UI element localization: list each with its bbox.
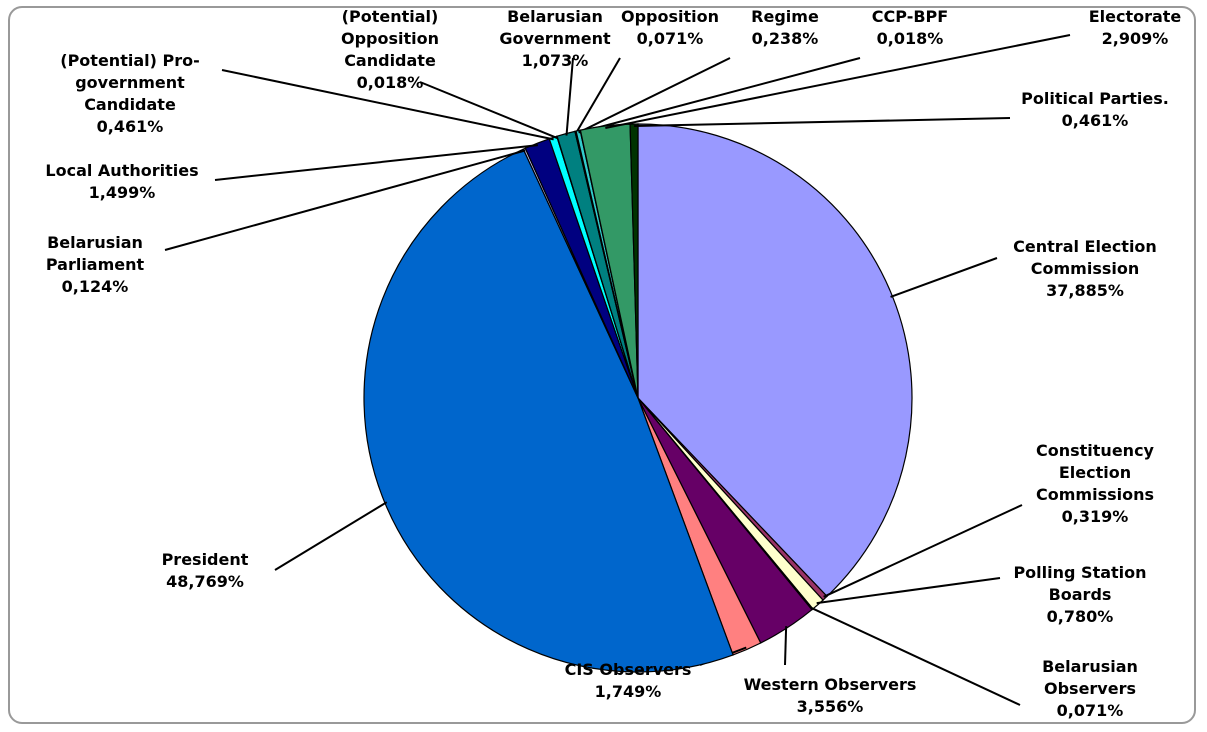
category-name: (Potential) Opposition Candidate bbox=[340, 7, 440, 70]
value-label: 1,499% bbox=[88, 183, 156, 202]
slice-label: Opposition 0,071% bbox=[610, 6, 730, 50]
category-name: Local Authorities bbox=[45, 161, 199, 180]
leader-line bbox=[890, 257, 998, 298]
value-label: 48,769% bbox=[166, 572, 244, 591]
slice-label: CCP-BPF 0,018% bbox=[855, 6, 965, 50]
value-label: 0,238% bbox=[751, 29, 819, 48]
slice-label: CIS Observers 1,749% bbox=[533, 659, 723, 703]
pie-slice bbox=[629, 123, 639, 399]
value-label: 37,885% bbox=[1046, 281, 1124, 300]
category-name: Polling Station Boards bbox=[1013, 563, 1147, 604]
slice-label: Local Authorities 1,499% bbox=[22, 160, 222, 204]
category-name: Electorate bbox=[1088, 7, 1182, 26]
slice-label: Central Election Commission 37,885% bbox=[985, 236, 1185, 302]
slice-label: Constituency Election Commissions 0,319% bbox=[1010, 440, 1180, 528]
category-name: Western Observers bbox=[743, 675, 917, 694]
leader-line bbox=[810, 606, 1021, 706]
category-name: Belarusian Observers bbox=[1042, 657, 1138, 698]
slice-label: Polling Station Boards 0,780% bbox=[995, 562, 1165, 628]
slice-label: (Potential) Pro-government Candidate 0,46… bbox=[35, 50, 225, 138]
leader-line bbox=[823, 504, 1023, 598]
value-label: 0,071% bbox=[1056, 701, 1124, 720]
leader-line bbox=[575, 57, 621, 134]
slice-label: Belarusian Observers 0,071% bbox=[1010, 656, 1170, 722]
value-label: 0,461% bbox=[96, 117, 164, 136]
category-name: (Potential) Pro-government Candidate bbox=[60, 51, 200, 114]
value-label: 3,556% bbox=[796, 697, 864, 716]
slice-label: President 48,769% bbox=[135, 549, 275, 593]
chart-frame bbox=[8, 6, 1196, 724]
slice-label: Political Parties. 0,461% bbox=[1005, 88, 1185, 132]
category-name: Regime bbox=[751, 7, 819, 26]
category-name: Political Parties. bbox=[1021, 89, 1169, 108]
slice-label: Belarusian Parliament 0,124% bbox=[20, 232, 170, 298]
slice-label: (Potential) Opposition Candidate 0,018% bbox=[315, 6, 465, 94]
category-name: President bbox=[161, 550, 249, 569]
leader-line bbox=[164, 149, 526, 251]
value-label: 1,749% bbox=[594, 682, 662, 701]
leader-line bbox=[784, 626, 788, 666]
category-name: Central Election Commission bbox=[1013, 237, 1157, 278]
leader-line bbox=[274, 501, 388, 571]
value-label: 1,073% bbox=[521, 51, 589, 70]
value-label: 0,071% bbox=[636, 29, 704, 48]
category-name: Constituency Election Commissions bbox=[1036, 441, 1154, 504]
leader-line bbox=[214, 144, 539, 181]
leader-line bbox=[565, 57, 574, 136]
leader-line bbox=[634, 117, 1011, 128]
leader-line bbox=[221, 69, 554, 141]
leader-line bbox=[580, 57, 861, 134]
category-name: Opposition bbox=[620, 7, 720, 26]
slice-label: Belarusian Government 1,073% bbox=[480, 6, 630, 72]
slice-label: Electorate 2,909% bbox=[1075, 6, 1195, 50]
slice-label: Western Observers 3,556% bbox=[715, 674, 945, 718]
leader-line bbox=[605, 34, 1071, 129]
value-label: 0,018% bbox=[876, 29, 944, 48]
value-label: 2,909% bbox=[1101, 29, 1169, 48]
category-name: CCP-BPF bbox=[871, 7, 949, 26]
value-label: 0,018% bbox=[356, 73, 424, 92]
leader-line bbox=[816, 577, 1001, 605]
value-label: 0,124% bbox=[61, 277, 129, 296]
value-label: 0,780% bbox=[1046, 607, 1114, 626]
value-label: 0,461% bbox=[1061, 111, 1129, 130]
leader-line bbox=[578, 57, 731, 134]
leader-line bbox=[419, 81, 558, 140]
category-name: Belarusian Government bbox=[499, 7, 611, 48]
category-name: CIS Observers bbox=[564, 660, 692, 679]
category-name: Belarusian Parliament bbox=[45, 233, 145, 274]
value-label: 0,319% bbox=[1061, 507, 1129, 526]
slice-label: Regime 0,238% bbox=[730, 6, 840, 50]
